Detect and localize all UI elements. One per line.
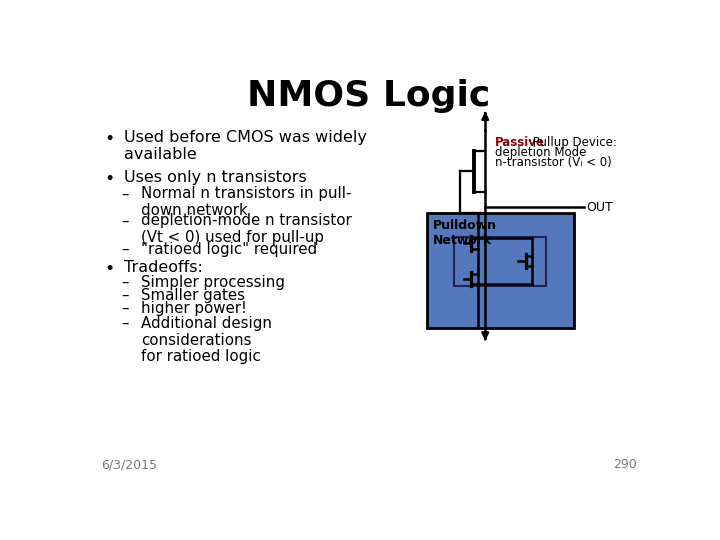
Text: Additional design
considerations
for ratioed logic: Additional design considerations for rat…: [141, 316, 272, 364]
Text: –: –: [121, 301, 128, 316]
Text: –: –: [121, 186, 128, 201]
Text: •: •: [104, 170, 114, 188]
Text: –: –: [121, 242, 128, 257]
Text: Tradeoffs:: Tradeoffs:: [124, 260, 203, 275]
Text: 6/3/2015: 6/3/2015: [102, 458, 158, 471]
Text: •: •: [104, 130, 114, 148]
Text: Pulldown
Network: Pulldown Network: [433, 219, 497, 247]
Text: Uses only n transistors: Uses only n transistors: [124, 170, 307, 185]
Text: n-transistor (Vᵢ < 0): n-transistor (Vᵢ < 0): [495, 157, 611, 170]
Text: depletion Mode: depletion Mode: [495, 146, 586, 159]
Text: 290: 290: [613, 458, 636, 471]
Text: higher power!: higher power!: [141, 301, 247, 316]
Text: –: –: [121, 275, 128, 290]
Text: Normal n transistors in pull-
down network: Normal n transistors in pull- down netwo…: [141, 186, 351, 218]
Text: •: •: [104, 260, 114, 278]
Text: depletion-mode n transistor
(Vt < 0) used for pull-up: depletion-mode n transistor (Vt < 0) use…: [141, 213, 352, 245]
Text: OUT: OUT: [586, 201, 613, 214]
Text: Smaller gates: Smaller gates: [141, 288, 245, 303]
Text: NMOS Logic: NMOS Logic: [248, 79, 490, 113]
Text: –: –: [121, 288, 128, 303]
Text: Pullup Device:: Pullup Device:: [528, 137, 616, 150]
Bar: [427, 213, 575, 328]
Bar: [454, 237, 546, 286]
Text: –: –: [121, 316, 128, 331]
Text: Used before CMOS was widely
available: Used before CMOS was widely available: [124, 130, 367, 162]
Text: Simpler processing: Simpler processing: [141, 275, 285, 290]
Text: "ratioed logic" required: "ratioed logic" required: [141, 242, 318, 257]
Text: Passive: Passive: [495, 137, 544, 150]
Text: –: –: [121, 213, 128, 228]
